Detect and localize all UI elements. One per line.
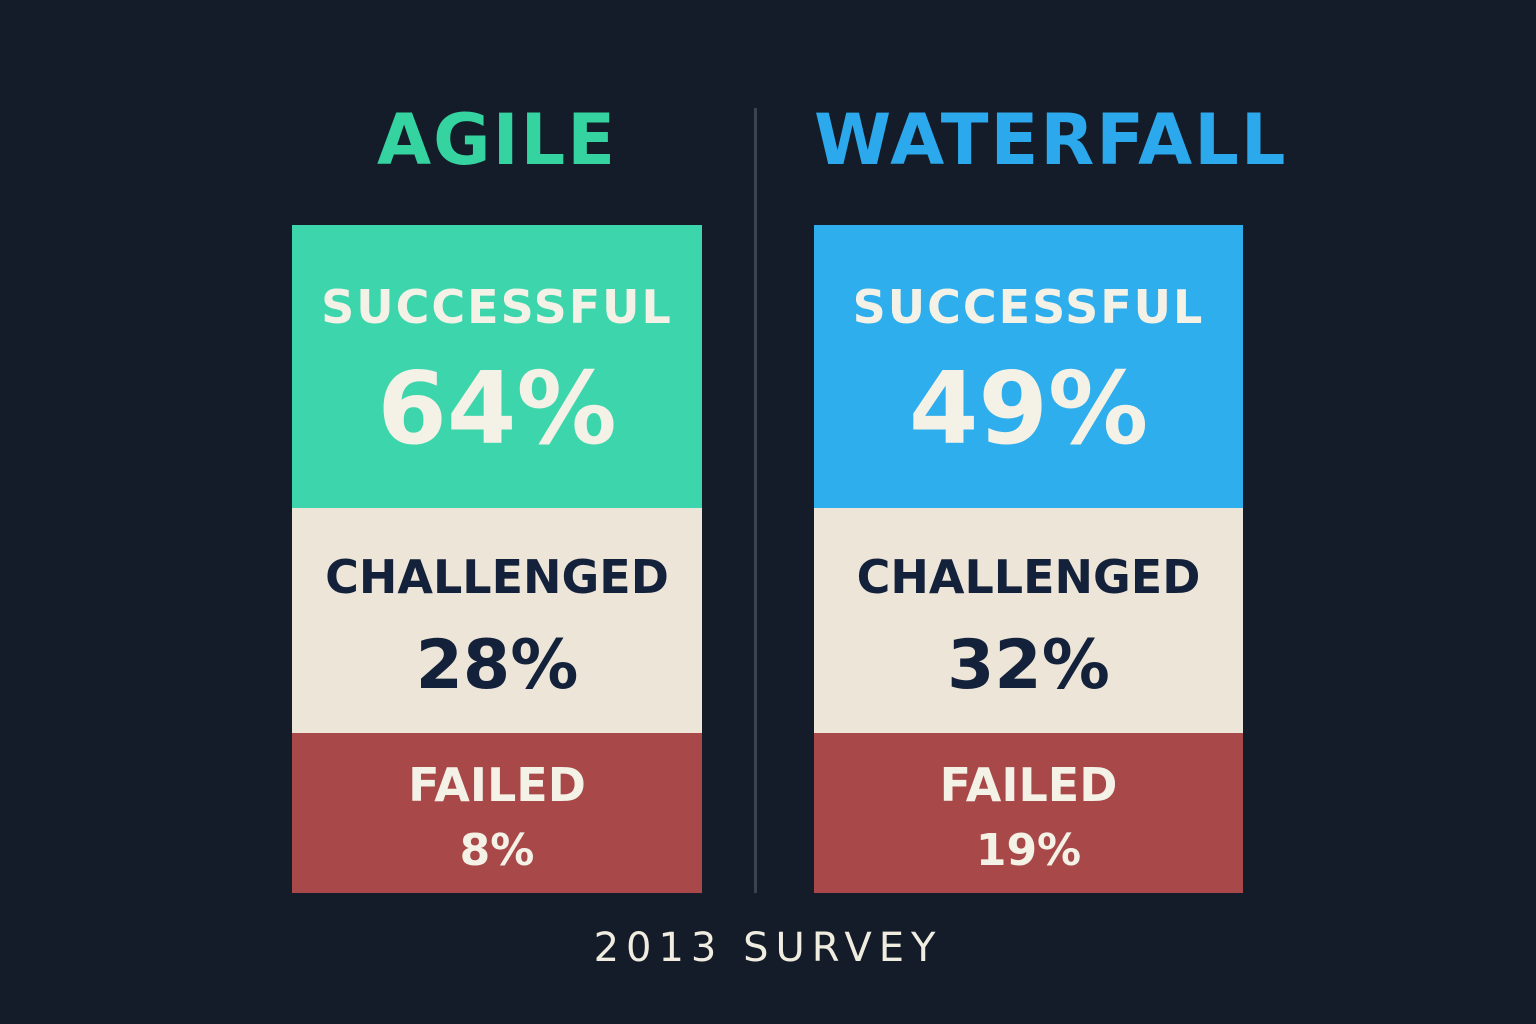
column-title: WATERFALL [814,99,1288,181]
footer: 2013 SURVEY [593,925,943,971]
segment-label: FAILED [408,758,586,812]
segment-label: CHALLENGED [856,550,1201,604]
segment: CHALLENGED 32% [814,508,1243,733]
segment: SUCCESSFUL 64% [292,225,702,508]
segment-value: 49% [908,350,1149,467]
column: SUCCESSFUL 64% CHALLENGED 28% FAILED 8% [292,225,702,893]
column-title: AGILE [376,99,618,181]
column: SUCCESSFUL 49% CHALLENGED 32% FAILED 19% [814,225,1243,893]
segment-label: FAILED [939,758,1118,812]
segment-label: SUCCESSFUL [852,280,1205,334]
divider [754,108,757,893]
segment-value: 32% [947,626,1110,705]
segment: FAILED 8% [292,733,702,893]
segment-value: 64% [377,350,617,467]
segment: FAILED 19% [814,733,1243,893]
segment: CHALLENGED 28% [292,508,702,733]
segment: SUCCESSFUL 49% [814,225,1243,508]
segment-label: CHALLENGED [325,550,669,604]
segment-value: 8% [459,825,535,876]
segment-value: 19% [975,825,1082,876]
segment-value: 28% [415,626,579,705]
segment-label: SUCCESSFUL [321,280,673,334]
